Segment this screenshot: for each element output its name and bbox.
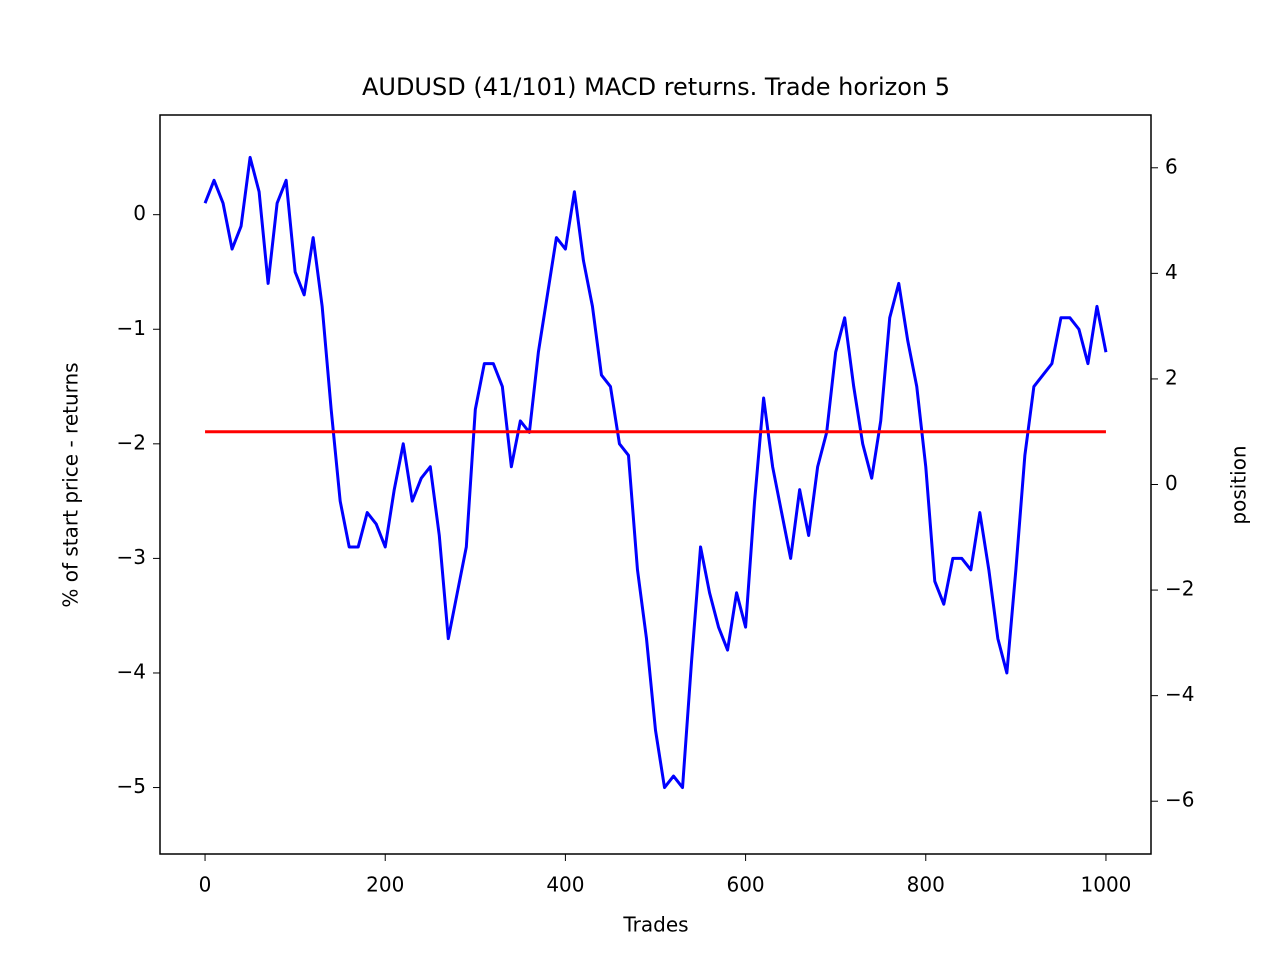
x-tick-label: 600 — [726, 873, 764, 897]
y2-tick-label: 4 — [1165, 260, 1178, 284]
chart-title: AUDUSD (41/101) MACD returns. Trade hori… — [362, 73, 950, 101]
series-line — [203, 155, 1108, 790]
y2-axis-label: position — [1227, 445, 1251, 524]
y-tick-label: 0 — [133, 201, 146, 225]
y-tick-label: −4 — [117, 659, 146, 683]
y2-tick-label: −6 — [1165, 788, 1194, 812]
x-tick-label: 0 — [199, 873, 212, 897]
y-tick-label: −1 — [117, 316, 146, 340]
y-tick-label: −3 — [117, 545, 146, 569]
x-axis-label: Trades — [622, 913, 688, 937]
y-tick-label: −2 — [117, 430, 146, 454]
plot-frame — [159, 114, 1152, 855]
y2-tick-label: −2 — [1165, 577, 1194, 601]
x-tick-label: 800 — [907, 873, 945, 897]
x-tick-label: 1000 — [1081, 873, 1132, 897]
y-axis-label: % of start price - returns — [59, 362, 83, 607]
y2-tick-label: −4 — [1165, 682, 1194, 706]
y2-tick-label: 2 — [1165, 365, 1178, 389]
y2-tick-label: 6 — [1165, 154, 1178, 178]
y-tick-label: −5 — [117, 774, 146, 798]
y2-tick-label: 0 — [1165, 471, 1178, 495]
x-tick-label: 200 — [366, 873, 404, 897]
x-tick-label: 400 — [546, 873, 584, 897]
